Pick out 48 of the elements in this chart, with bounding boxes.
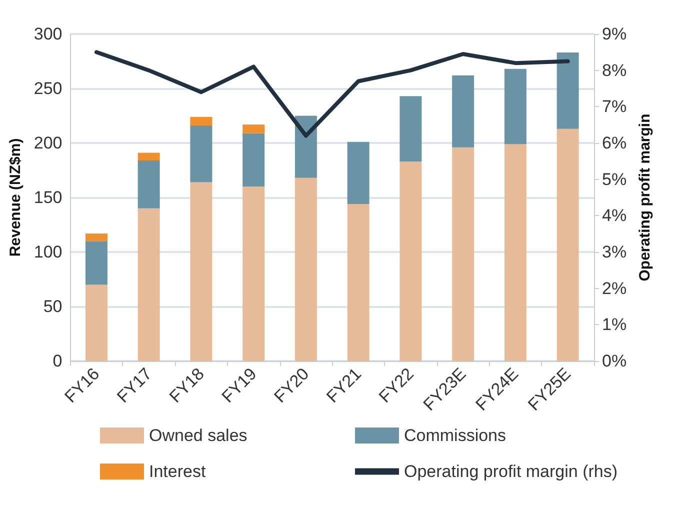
y-tick-label: 50 xyxy=(43,297,62,316)
y2-tick-label: 3% xyxy=(602,242,627,262)
y2-tick-label: 7% xyxy=(602,97,627,116)
y-tick-label: 300 xyxy=(34,24,62,44)
bar xyxy=(138,152,160,160)
y-tick-label: 150 xyxy=(34,188,62,207)
bar xyxy=(452,147,474,361)
y2-tick-label: 2% xyxy=(602,278,627,298)
legend-label: Interest xyxy=(149,462,206,481)
bar xyxy=(190,126,212,182)
y2-tick-label: 0% xyxy=(602,352,627,370)
y2-tick-label: 6% xyxy=(602,134,627,152)
bar xyxy=(85,233,108,242)
bar xyxy=(556,128,579,361)
legend-label: Commissions xyxy=(404,426,506,445)
bar xyxy=(347,204,370,361)
y2-tick-label: 8% xyxy=(602,60,627,80)
y2-tick-label: 9% xyxy=(602,24,627,44)
bar xyxy=(85,241,108,285)
y2-tick-label: 4% xyxy=(602,206,627,226)
y-tick-label: 250 xyxy=(34,79,62,98)
y-tick-label: 100 xyxy=(34,242,62,262)
bar xyxy=(556,52,579,129)
bar xyxy=(138,160,160,208)
bar xyxy=(504,68,526,144)
y-tick-label: 200 xyxy=(34,134,62,152)
bar xyxy=(85,284,108,361)
bar xyxy=(138,208,160,361)
bar xyxy=(294,178,317,361)
bar xyxy=(242,133,265,187)
bar xyxy=(347,142,370,204)
legend-label: Owned sales xyxy=(149,426,248,445)
bar xyxy=(400,96,422,162)
y-tick-label: 0 xyxy=(52,352,62,370)
y2-axis-title: Operating profit margin xyxy=(636,114,654,282)
bar xyxy=(242,124,265,134)
bar xyxy=(190,116,212,126)
legend-label: Operating profit margin (rhs) xyxy=(404,462,618,481)
line-series xyxy=(94,50,570,138)
bar xyxy=(190,182,212,361)
bar xyxy=(504,144,526,361)
bar xyxy=(400,162,422,361)
bar xyxy=(294,116,317,178)
y-axis-title: Revenue (NZ$m) xyxy=(7,138,24,257)
y2-tick-label: 1% xyxy=(602,315,627,334)
bar xyxy=(242,186,265,361)
bar xyxy=(452,75,474,148)
y2-tick-label: 5% xyxy=(602,170,627,189)
